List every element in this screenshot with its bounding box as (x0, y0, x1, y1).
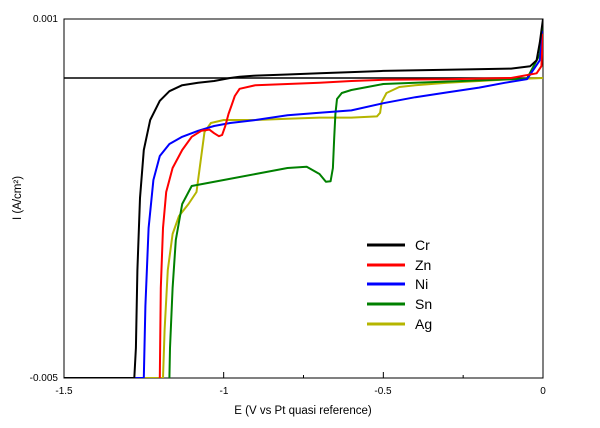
y-axis-title: I (A/cm²) (12, 176, 24, 220)
x-tick-label-1: -1 (220, 386, 229, 397)
x-axis-tick-labels: -1.5 -1 -0.5 0 (55, 386, 546, 397)
x-tick-label-2: -0.5 (374, 386, 392, 397)
x-tick-label-3: 0 (540, 386, 546, 397)
y-tick-label-bottom: -0.005 (30, 373, 59, 384)
series-line-cr (64, 19, 543, 378)
x-axis-title: E (V vs Pt quasi reference) (234, 405, 372, 417)
x-tick-label-0: -1.5 (55, 386, 73, 397)
series-line-ag (64, 77, 543, 378)
legend-label-ni: Ni (415, 276, 428, 292)
legend-label-cr: Cr (415, 237, 430, 253)
legend-label-ag: Ag (415, 316, 432, 332)
legend: Cr Zn Ni Sn Ag (367, 237, 432, 332)
legend-label-sn: Sn (415, 296, 432, 312)
series-lines (64, 19, 543, 378)
series-line-sn (168, 21, 543, 378)
y-tick-label-top: 0.001 (33, 14, 58, 25)
series-line-zn (158, 33, 543, 378)
series-line-ni (64, 30, 543, 378)
legend-label-zn: Zn (415, 257, 431, 273)
